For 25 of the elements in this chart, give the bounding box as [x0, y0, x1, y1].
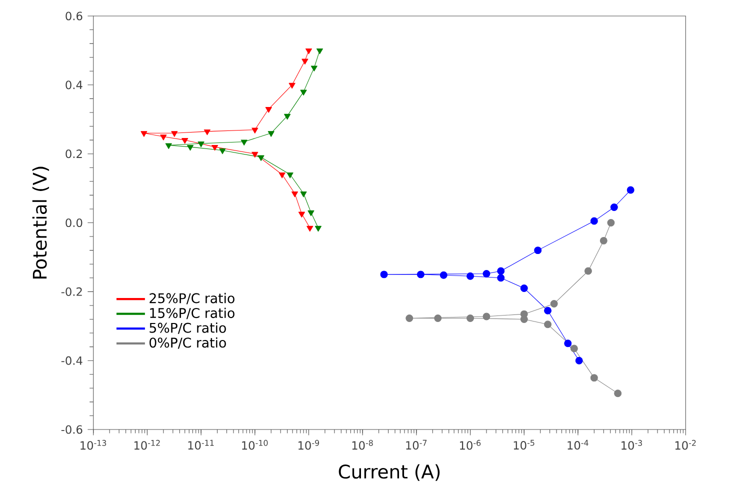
x-tick-label: 10$^{-5}$ [514, 440, 534, 450]
y-tick-label: 0.0 [66, 218, 82, 228]
x-tick-label: 10$^{-8}$ [352, 440, 373, 450]
x-tick-label: 10$^{-11}$ [188, 440, 214, 450]
y-axis-title: Potential (V) [32, 166, 50, 279]
legend-label: 5%P/C ratio [150, 322, 226, 334]
x-tick-label: 10$^{-6}$ [460, 440, 481, 450]
x-tick-label: 10$^{-13}$ [80, 440, 106, 450]
y-tick-label: 0.6 [66, 12, 82, 20]
x-tick-label: 10$^{-9}$ [298, 440, 320, 450]
x-tick-label: 10$^{-3}$ [622, 440, 642, 450]
x-tick-label: 10$^{-10}$ [242, 440, 268, 450]
y-tick-label: -0.2 [61, 287, 82, 296]
x-tick-label: 10$^{-7}$ [406, 440, 427, 450]
y-tick-label: 0.4 [66, 80, 82, 90]
y-tick-label: -0.6 [61, 425, 82, 434]
x-tick-label: 10$^{-4}$ [568, 440, 588, 450]
x-axis-title: Current (A) [338, 464, 440, 481]
y-tick-label: 0.2 [66, 150, 82, 158]
legend-label: 25%P/C ratio [150, 292, 234, 304]
legend-label: 0%P/C ratio [150, 337, 226, 349]
x-tick-label: 10$^{-2}$ [675, 440, 696, 450]
x-tick-label: 10$^{-12}$ [134, 440, 160, 450]
legend-label: 15%P/C ratio [150, 308, 234, 320]
y-tick-label: -0.4 [61, 356, 82, 365]
